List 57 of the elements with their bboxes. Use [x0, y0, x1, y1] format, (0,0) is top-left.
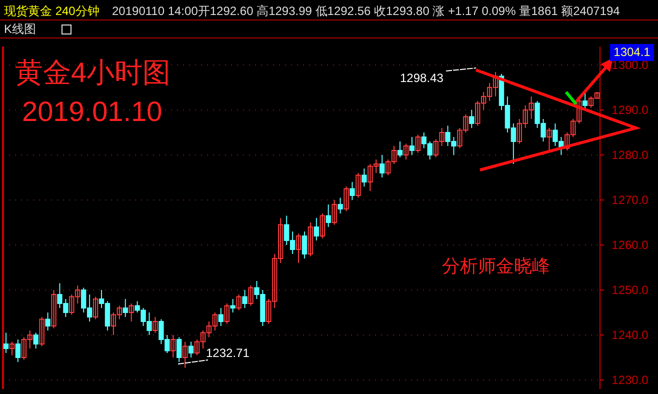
candlestick — [332, 199, 337, 226]
candlestick — [409, 136, 415, 156]
candlestick — [51, 289, 56, 329]
candlestick — [326, 204, 331, 228]
text: 现货黄金 240分钟 — [4, 4, 100, 18]
text: K线图 — [4, 22, 36, 36]
candlestick — [344, 186, 349, 212]
text: 1304.1 — [614, 45, 651, 59]
candlestick — [3, 332, 9, 354]
candlestick — [362, 168, 367, 187]
candlestick — [397, 140, 403, 158]
candlestick — [308, 222, 314, 257]
candlestick — [242, 289, 248, 308]
y-tick-label: 1300.0 — [612, 58, 649, 72]
y-tick-label: 1230.0 — [612, 373, 649, 387]
candlestick — [39, 316, 44, 347]
y-tick-label: 1290.0 — [612, 102, 649, 117]
candlestick — [152, 316, 158, 334]
chart-title: 黄金4小时图 — [15, 57, 171, 88]
text: 2019.01.10 — [22, 96, 162, 127]
candlestick — [546, 127, 552, 151]
candlestick — [45, 312, 50, 331]
annotation: 1232.71 — [206, 346, 250, 360]
candlestick — [380, 154, 385, 178]
candlestick — [33, 332, 38, 349]
candlestick — [92, 296, 98, 320]
y-tick-label: 1240.0 — [612, 328, 649, 342]
candlestick — [350, 181, 355, 200]
candlestick — [248, 284, 254, 306]
candlestick — [224, 302, 230, 324]
candlestick — [170, 334, 176, 358]
candlestick — [176, 336, 182, 362]
text: 20190110 14:00开1292.60 高1293.99 低1292.56 收1293.80 涨 +1.17 0.09% 量1861 额2407194 — [112, 4, 620, 18]
candlestick — [128, 302, 134, 322]
candlestick — [314, 217, 320, 241]
candlestick — [320, 212, 325, 239]
candlestick — [188, 341, 194, 358]
candlestick — [302, 230, 308, 259]
candlestick — [9, 341, 15, 356]
candlestick — [356, 172, 361, 198]
annotation: 分析师金晓峰 — [442, 256, 550, 276]
candlestick — [218, 307, 224, 326]
candlestick — [122, 298, 128, 318]
y-tick-label: 1260.0 — [612, 238, 649, 252]
candlestick — [230, 298, 236, 313]
candlestick — [415, 134, 421, 154]
y-tick-label: 1270.0 — [612, 192, 649, 207]
candlestick — [338, 197, 343, 214]
y-tick-label: 1250.0 — [612, 282, 649, 297]
candlestick — [403, 143, 409, 160]
candlestick — [182, 341, 188, 368]
candlestick — [296, 233, 302, 264]
candlestick — [469, 109, 474, 128]
y-tick-label: 1280.0 — [612, 148, 649, 162]
candlestick — [15, 338, 21, 362]
candlestick — [236, 294, 242, 311]
annotation: 1298.43 — [400, 71, 444, 85]
